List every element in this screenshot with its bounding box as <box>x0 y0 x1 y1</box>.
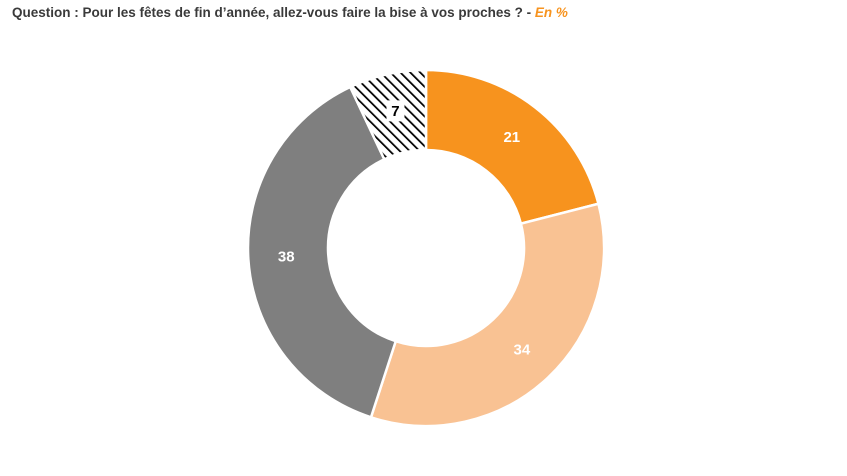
slice-non <box>246 85 398 419</box>
slice-label: 38 <box>278 248 295 265</box>
slice-labels: 21 34 38 7 <box>278 100 531 359</box>
donut-slices <box>246 68 606 428</box>
slice-label: 21 <box>503 129 520 146</box>
slice-label: 7 <box>391 103 399 120</box>
slice-label: 34 <box>513 342 530 359</box>
slice-label-background <box>386 100 405 122</box>
chart-title: Question : Pour les fêtes de fin d’année… <box>12 5 568 20</box>
title-separator: - <box>522 5 535 20</box>
slice-oui-certains <box>369 202 606 428</box>
question-text: Question : Pour les fêtes de fin d’année… <box>12 5 523 20</box>
slice-oui-tous <box>424 68 600 226</box>
unit-label: En % <box>534 5 568 20</box>
